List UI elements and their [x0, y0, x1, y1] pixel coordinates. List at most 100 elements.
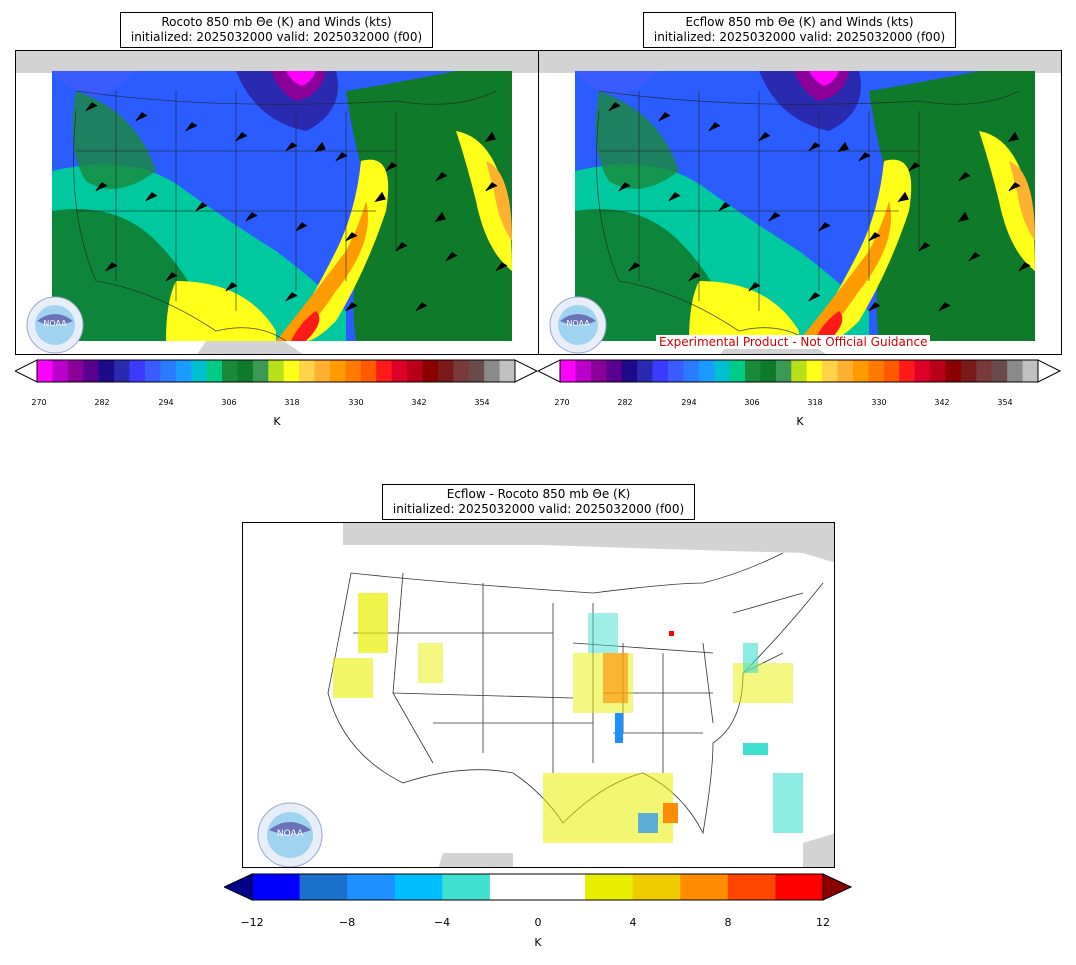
colorbar-segment [67, 360, 84, 382]
colorbar-segment [537, 874, 586, 900]
ecflow-tick-label: 270 [554, 398, 570, 407]
colorbar-segment [585, 874, 634, 900]
ecflow-tick-label: 354 [997, 398, 1013, 407]
difference-colorbar-unit: K [534, 936, 542, 949]
difference-noaa-text: NOAA [277, 829, 304, 839]
colorbar-segment [575, 360, 592, 382]
colorbar-segment [160, 360, 177, 382]
colorbar-segment [206, 360, 223, 382]
difference-tick-label: −4 [433, 916, 451, 929]
colorbar-segment [37, 360, 53, 382]
rocoto-tick-label: 294 [158, 398, 174, 407]
colorbar-over-arrow [1037, 359, 1062, 383]
rocoto-colorbar [15, 359, 539, 383]
colorbar-segment [314, 360, 331, 382]
colorbar-segment [345, 360, 362, 382]
difference-tick-label: 0 [534, 916, 542, 929]
ecflow-tick-label: 282 [617, 398, 633, 407]
rocoto-tick-label: 306 [221, 398, 237, 407]
colorbar-segment [680, 874, 729, 900]
rocoto-map: NOAA [15, 50, 539, 355]
colorbar-segment [632, 874, 681, 900]
colorbar-segment [489, 874, 538, 900]
colorbar-segment [1007, 360, 1024, 382]
colorbar-segment [114, 360, 131, 382]
colorbar-segment [945, 360, 962, 382]
difference-tick-label: −8 [338, 916, 356, 929]
rocoto-tick-label: 270 [31, 398, 47, 407]
ecflow-tick-label: 318 [807, 398, 823, 407]
colorbar-over-arrow [822, 873, 852, 901]
ecflow-colorbar-unit: K [796, 415, 804, 428]
colorbar-segment [98, 360, 115, 382]
colorbar-segment [144, 360, 161, 382]
difference-tick-label: −12 [240, 916, 264, 929]
colorbar-segment [899, 360, 916, 382]
colorbar-segment [775, 360, 792, 382]
colorbar-segment [775, 874, 824, 900]
colorbar-segment [283, 360, 300, 382]
rocoto-map-graphic [16, 51, 538, 354]
colorbar-segment [683, 360, 700, 382]
colorbar-segment [407, 360, 423, 382]
colorbar-segment [499, 360, 516, 382]
colorbar-segment [960, 360, 977, 382]
rocoto-panel-title: Rocoto 850 mb Θe (K) and Winds (kts) ini… [120, 12, 433, 48]
diff-title-line1: Ecflow - Rocoto 850 mb Θe (K) [446, 487, 631, 501]
colorbar-segment [806, 360, 823, 382]
colorbar-segment [745, 360, 761, 382]
colorbar-segment [252, 874, 301, 900]
ecflow-noaa-logo: NOAA [542, 295, 614, 354]
difference-tick-label: 8 [724, 916, 732, 929]
ecflow-tick-label: 330 [871, 398, 887, 407]
rocoto-tick-label: 330 [348, 398, 364, 407]
colorbar-segment [175, 360, 192, 382]
colorbar-segment [394, 874, 443, 900]
ecflow-colorbar [538, 359, 1062, 383]
colorbar-segment [191, 360, 208, 382]
colorbar-segment [83, 360, 100, 382]
colorbar-segment [667, 360, 684, 382]
colorbar-border [36, 359, 516, 383]
colorbar-segment [760, 360, 777, 382]
rocoto-colorbar-unit: K [273, 415, 281, 428]
colorbar-under-arrow [538, 359, 561, 383]
colorbar-segment [714, 360, 731, 382]
colorbar-segment [442, 874, 491, 900]
colorbar-border [559, 359, 1039, 383]
diff-panel-title: Ecflow - Rocoto 850 mb Θe (K) initialize… [382, 484, 695, 520]
difference-tick-label: 4 [629, 916, 637, 929]
difference-noaa-logo: NOAA [246, 799, 334, 867]
colorbar-segment [484, 360, 501, 382]
colorbar-segment [560, 360, 576, 382]
diff-title-line2: initialized: 2025032000 valid: 202503200… [392, 502, 685, 516]
rocoto-tick-label: 354 [474, 398, 490, 407]
colorbar-segment [52, 360, 69, 382]
rocoto-title-line2: initialized: 2025032000 valid: 202503200… [130, 30, 423, 44]
colorbar-segment [437, 360, 454, 382]
colorbar-segment [590, 360, 607, 382]
ecflow-map-graphic [539, 51, 1061, 354]
colorbar-under-arrow [15, 359, 38, 383]
colorbar-over-arrow [514, 359, 539, 383]
ecflow-tick-label: 306 [744, 398, 760, 407]
colorbar-segment [299, 360, 316, 382]
colorbar-segment [727, 874, 776, 900]
colorbar-segment [791, 360, 808, 382]
ecflow-tick-label: 294 [681, 398, 697, 407]
disclaimer-label: Experimental Product - Not Official Guid… [656, 335, 931, 349]
colorbar-segment [914, 360, 931, 382]
colorbar-segment [360, 360, 377, 382]
colorbar-segment [1022, 360, 1039, 382]
colorbar-segment [852, 360, 869, 382]
difference-map-graphic [243, 523, 834, 867]
colorbar-segment [837, 360, 854, 382]
ecflow-noaa-text: NOAA [566, 319, 590, 328]
colorbar-segment [376, 360, 393, 382]
colorbar-segment [991, 360, 1008, 382]
colorbar-segment [698, 360, 715, 382]
colorbar-segment [868, 360, 885, 382]
colorbar-segment [329, 360, 346, 382]
colorbar-segment [129, 360, 146, 382]
colorbar-segment [237, 360, 254, 382]
